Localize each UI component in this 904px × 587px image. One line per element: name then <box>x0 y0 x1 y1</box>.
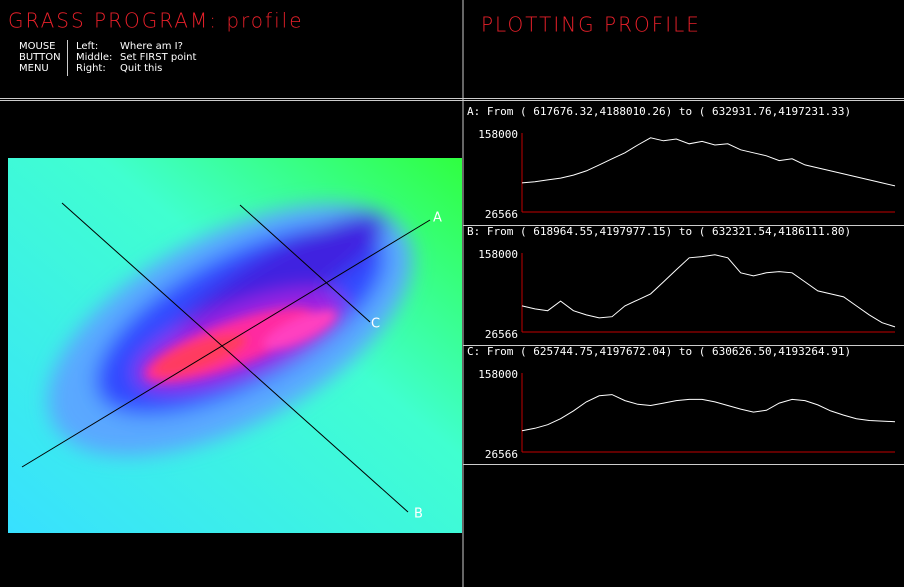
line-label: A <box>433 211 442 226</box>
y-min-label: 26566 <box>485 208 518 221</box>
elevation-map <box>8 152 462 533</box>
menu-action[interactable]: Where am I? <box>120 41 183 52</box>
line-label: B <box>414 507 423 522</box>
menu-button: Right: <box>76 63 106 74</box>
y-max-label: 158000 <box>478 368 518 381</box>
screen: GRASS PROGRAM: profile PLOTTING PROFILE … <box>0 0 904 587</box>
profile-caption: B: From ( 618964.55,4197977.15) to ( 632… <box>467 225 851 238</box>
y-max-label: 158000 <box>478 128 518 141</box>
y-min-label: 26566 <box>485 448 518 461</box>
menu-label: MENU <box>19 63 49 74</box>
menu-label: BUTTON <box>19 52 61 63</box>
profile-caption: C: From ( 625744.75,4197672.04) to ( 630… <box>467 345 851 358</box>
menu-action[interactable]: Quit this <box>120 63 162 74</box>
y-max-label: 158000 <box>478 248 518 261</box>
menu-button: Middle: <box>76 52 112 63</box>
menu-action[interactable]: Set FIRST point <box>120 52 196 63</box>
program-title: GRASS PROGRAM: profile <box>8 9 304 33</box>
menu-button: Left: <box>76 41 98 52</box>
y-min-label: 26566 <box>485 328 518 341</box>
menu-label: MOUSE <box>19 41 55 52</box>
plot-header: PLOTTING PROFILE <box>481 13 701 37</box>
profile-caption: A: From ( 617676.32,4188010.26) to ( 632… <box>467 105 851 118</box>
line-label: C <box>371 317 380 332</box>
